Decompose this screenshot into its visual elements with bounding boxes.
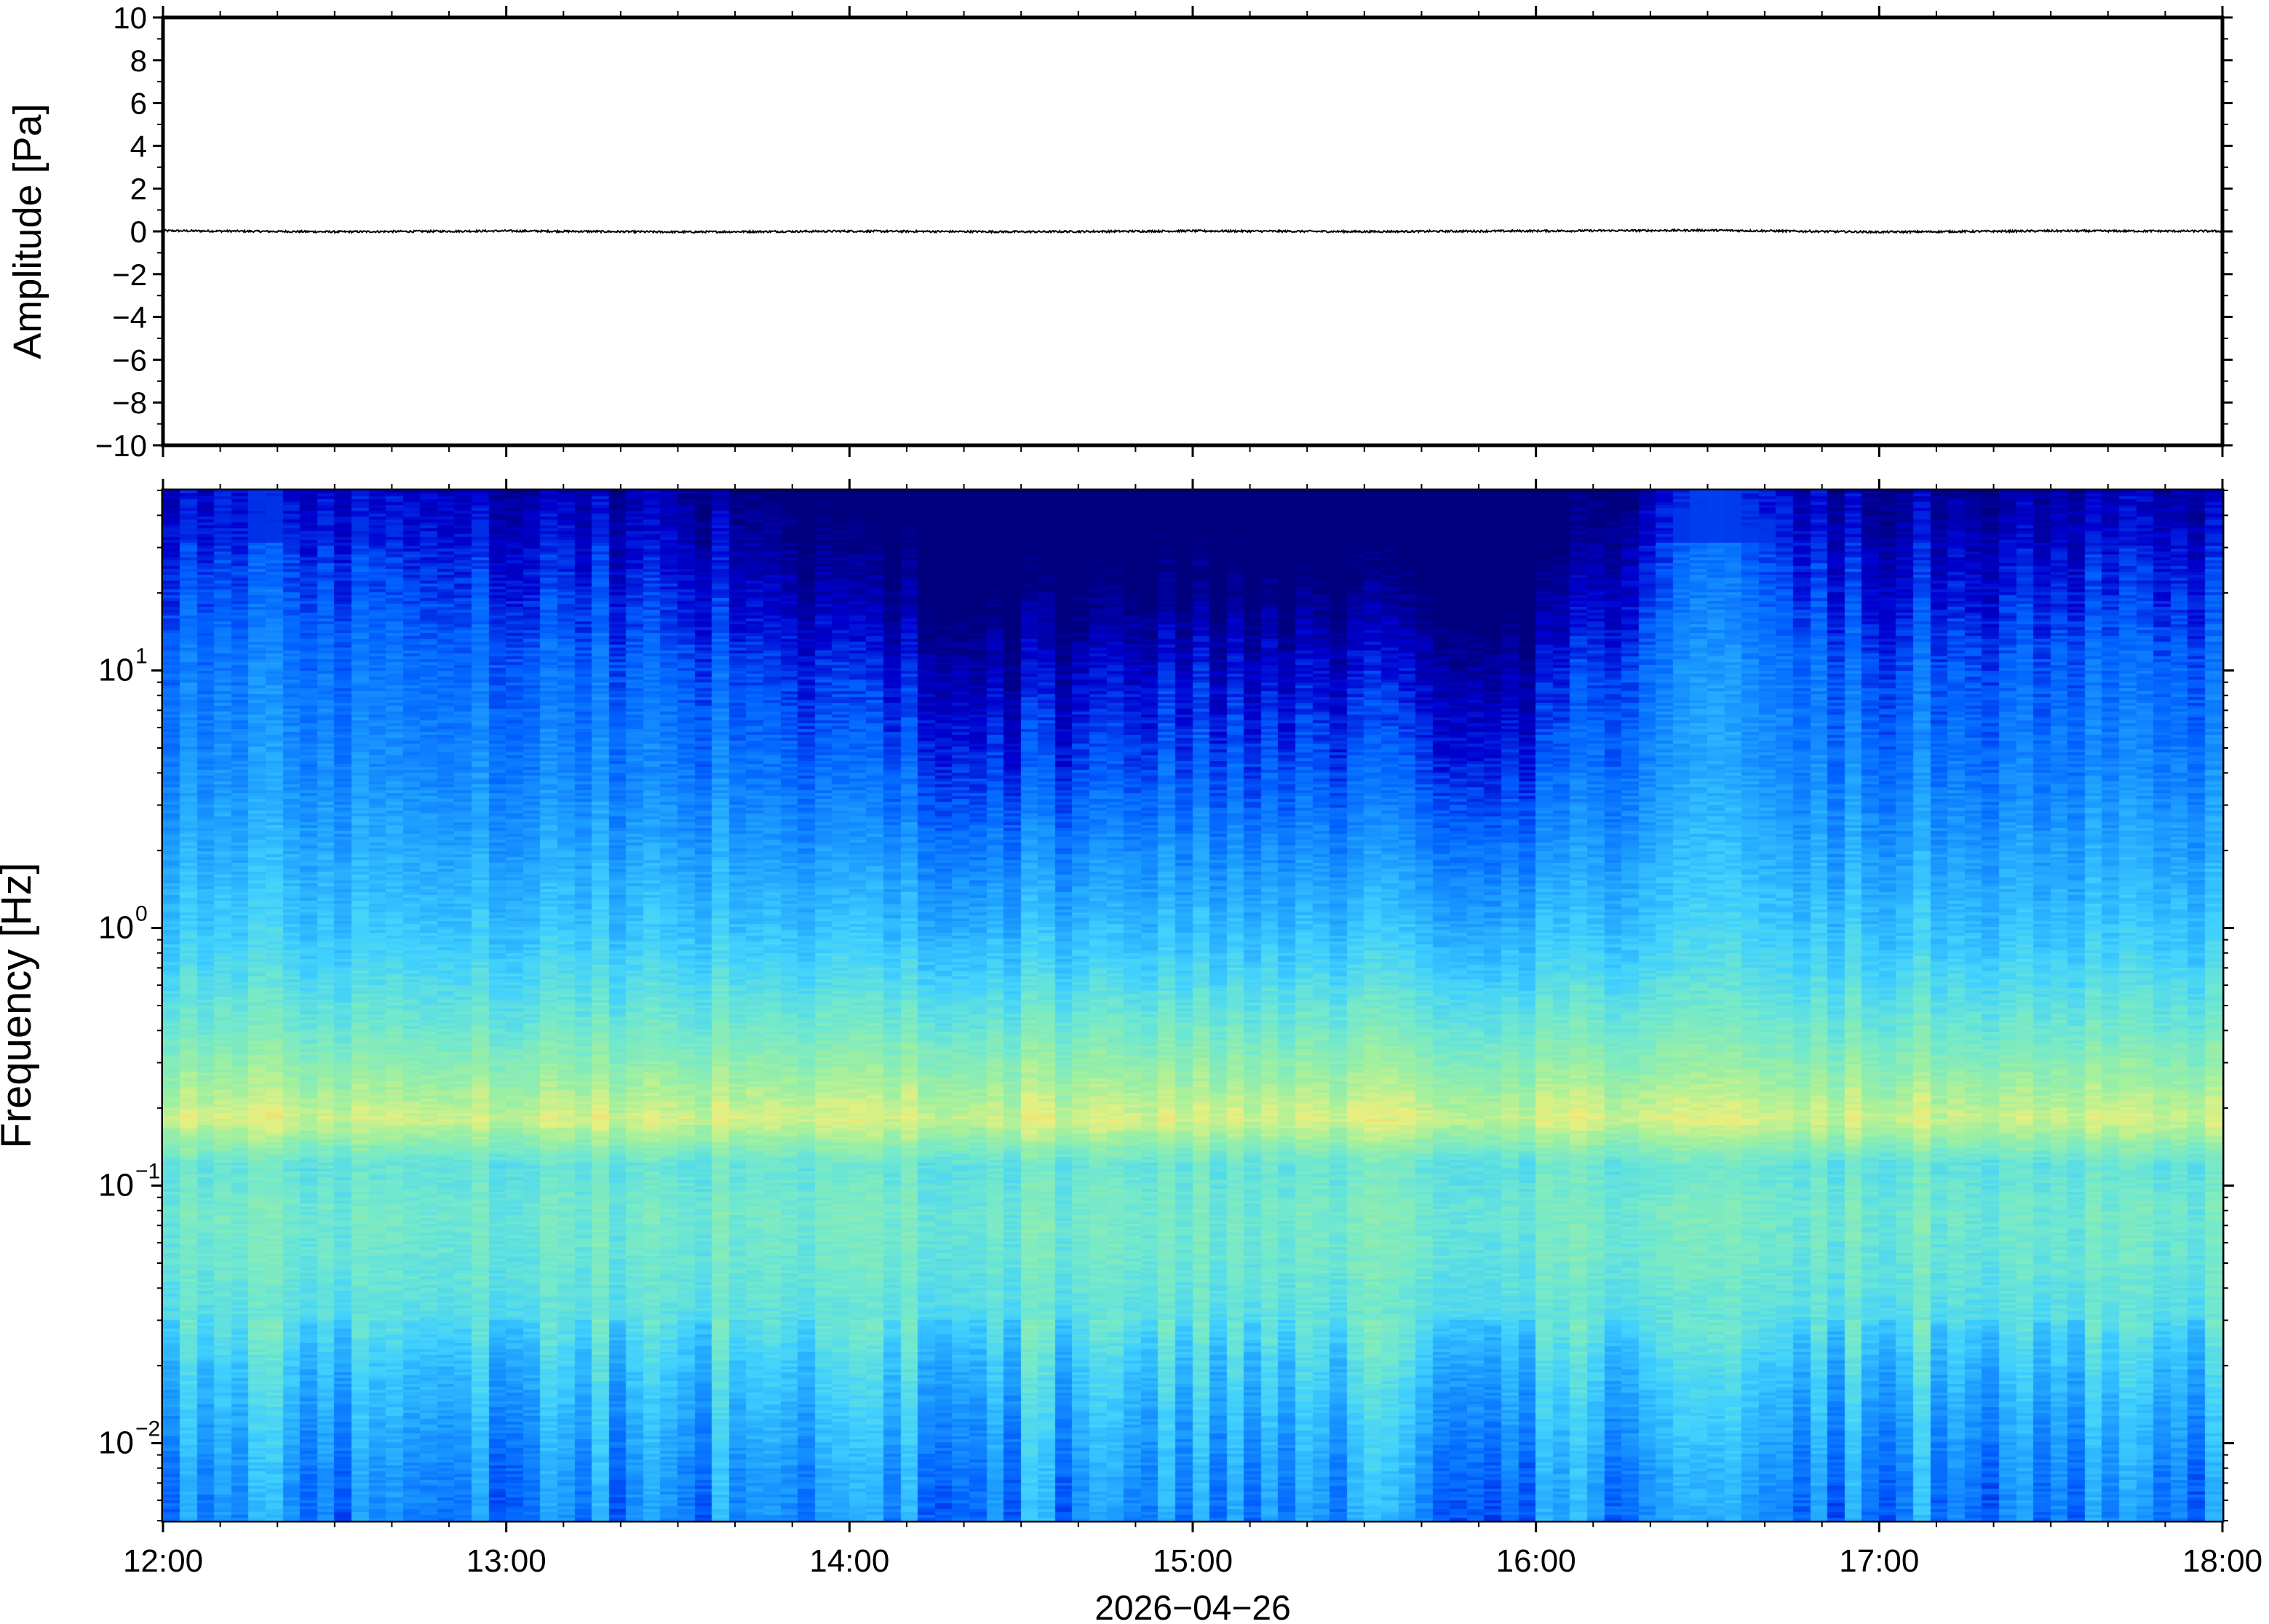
amplitude-ytick-label: −8 [112,386,147,420]
frequency-tick-label: 10 [98,1425,134,1460]
frequency-tick-exponent: −1 [135,1159,160,1183]
time-tick-label: 12:00 [123,1543,203,1579]
time-tick-label: 13:00 [466,1543,547,1579]
frequency-tick-exponent: 0 [135,901,148,926]
frequency-axis-label: Frequency [Hz] [0,862,40,1148]
frequency-tick-label: 10 [98,909,134,945]
time-tick-label: 16:00 [1496,1543,1576,1579]
amplitude-axis-label: Amplitude [Pa] [6,103,49,359]
date-axis-label: 2026−04−26 [1094,1589,1291,1624]
amplitude-ytick-label: −4 [112,300,147,335]
amplitude-ytick-label: 0 [130,215,147,249]
amplitude-ytick-label: −2 [112,258,147,292]
frequency-tick-exponent: −2 [135,1417,160,1441]
time-tick-label: 18:00 [2182,1543,2262,1579]
amplitude-ytick-label: 10 [113,1,147,35]
amplitude-plot-frame [161,15,2225,447]
amplitude-ytick-label: 6 [130,87,147,121]
frequency-tick-label: 10 [98,1167,134,1203]
amplitude-panel: 10 8 6 4 2 0 −2 −4 −6 −8 −10 Amplitude [Pa] [6,1,2233,463]
frequency-tick-label: 10 [98,652,134,688]
time-tick-label: 17:00 [1839,1543,1919,1579]
amplitude-ytick-label: −10 [95,429,147,463]
amplitude-ytick-label: −6 [112,343,147,377]
amplitude-ytick-label: 4 [130,129,147,163]
amplitude-ytick-label: 8 [130,44,147,78]
time-tick-label: 14:00 [809,1543,889,1579]
amplitude-trace [162,228,2223,235]
frequency-tick-exponent: 1 [135,644,148,668]
time-tick-label: 15:00 [1153,1543,1233,1579]
spectrogram-image [163,490,2222,1521]
amplitude-ytick-label: 2 [130,172,147,206]
